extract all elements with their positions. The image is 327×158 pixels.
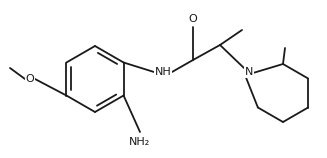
Text: N: N — [245, 67, 253, 77]
Text: O: O — [189, 14, 198, 24]
Text: NH₂: NH₂ — [129, 137, 151, 147]
Text: O: O — [26, 74, 34, 84]
Text: NH: NH — [155, 67, 171, 77]
